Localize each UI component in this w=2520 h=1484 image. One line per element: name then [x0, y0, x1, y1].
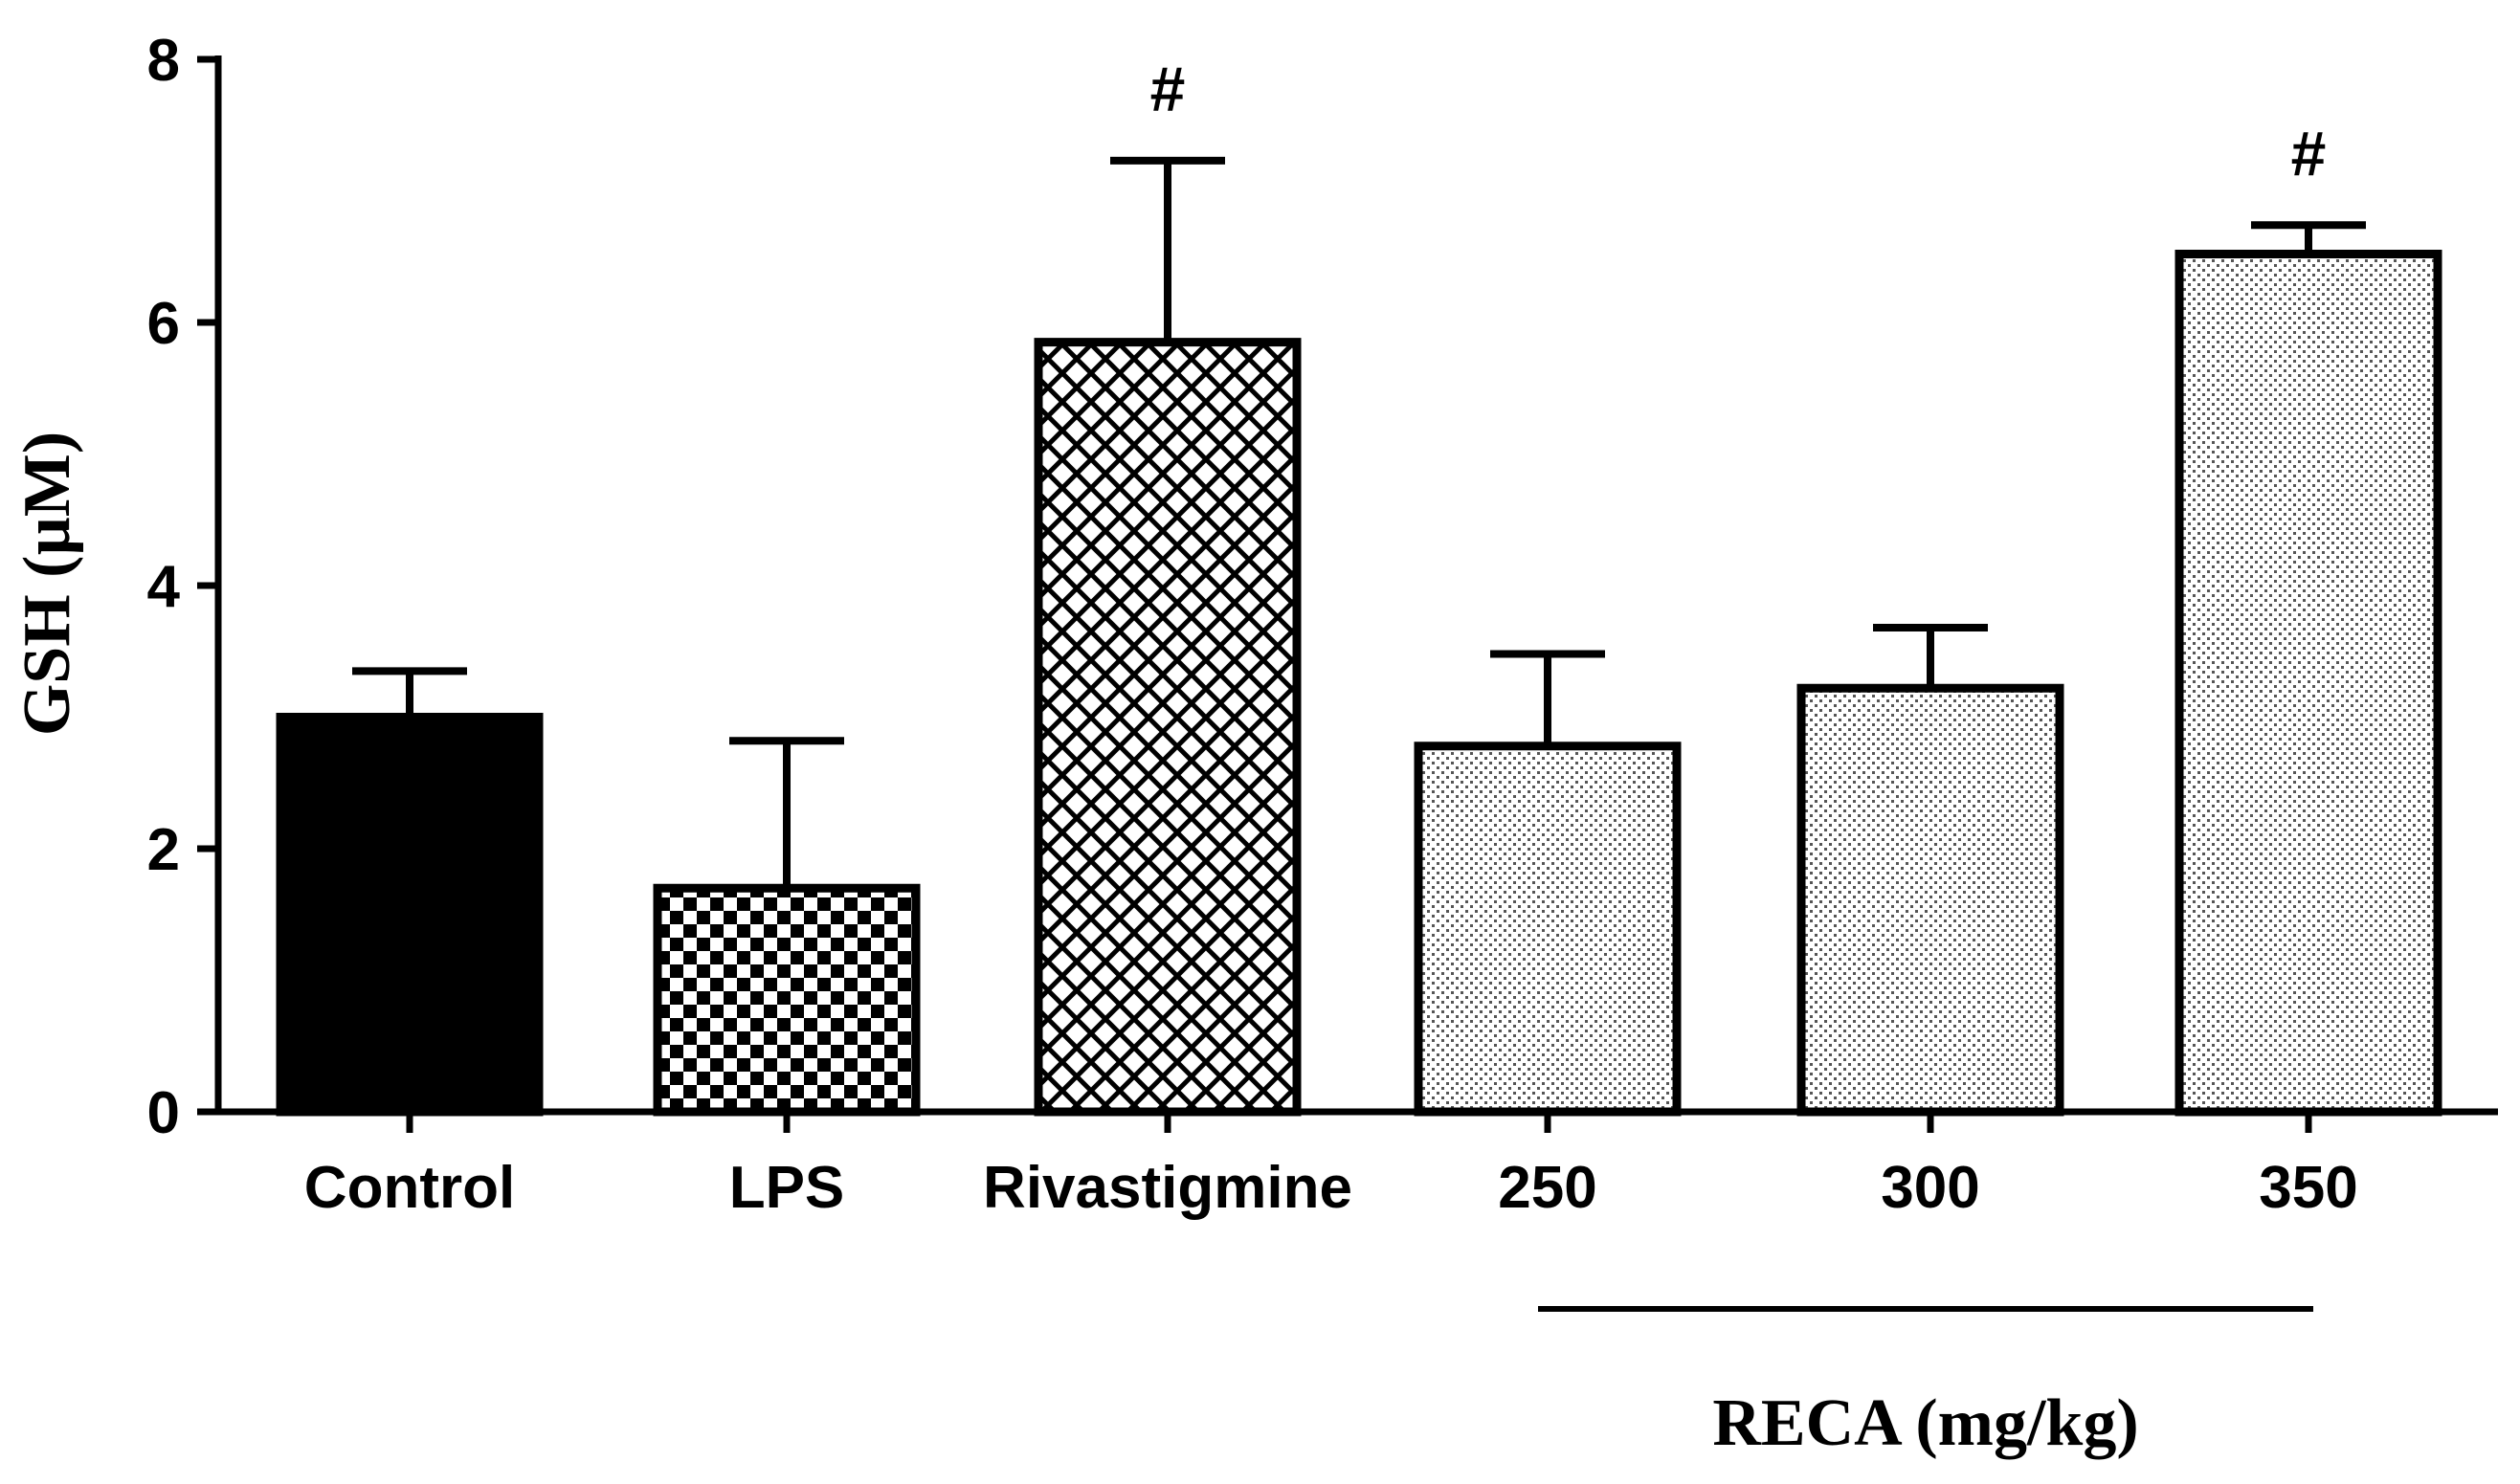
bar-250	[1414, 742, 1682, 1117]
category-label-Control: Control	[304, 1155, 515, 1221]
y-tick-label: 6	[147, 291, 180, 357]
error-bars	[352, 156, 2366, 889]
significance-mark-Rivastigmine: #	[1150, 54, 1186, 124]
category-label-300: 300	[1881, 1155, 1979, 1221]
category-labels: Control LPS Rivastigmine 250 300 350	[304, 1112, 2358, 1221]
category-label-350: 350	[2259, 1155, 2357, 1221]
y-tick-label: 0	[147, 1080, 180, 1146]
bars	[276, 250, 2442, 1117]
axes	[214, 55, 2498, 1116]
y-axis-label: GSH (µM)	[11, 432, 84, 736]
bar-LPS	[653, 883, 921, 1117]
significance-marks: ##	[1150, 54, 2327, 188]
group-bracket-label: RECA (mg/kg)	[1712, 1386, 2138, 1460]
significance-mark-350: #	[2291, 118, 2327, 188]
category-label-LPS: LPS	[729, 1155, 845, 1221]
y-tick-label: 4	[147, 554, 181, 620]
bar-Control	[276, 713, 544, 1117]
y-tick-label: 8	[147, 28, 180, 94]
bar-300	[1796, 683, 2064, 1117]
bar-Rivastigmine	[1034, 338, 1302, 1117]
category-label-Rivastigmine: Rivastigmine	[983, 1155, 1352, 1221]
y-axis-ticks: 0 2 4 6 8	[147, 28, 218, 1146]
y-tick-label: 2	[147, 817, 180, 883]
bar-350	[2174, 250, 2442, 1117]
category-label-250: 250	[1498, 1155, 1596, 1221]
